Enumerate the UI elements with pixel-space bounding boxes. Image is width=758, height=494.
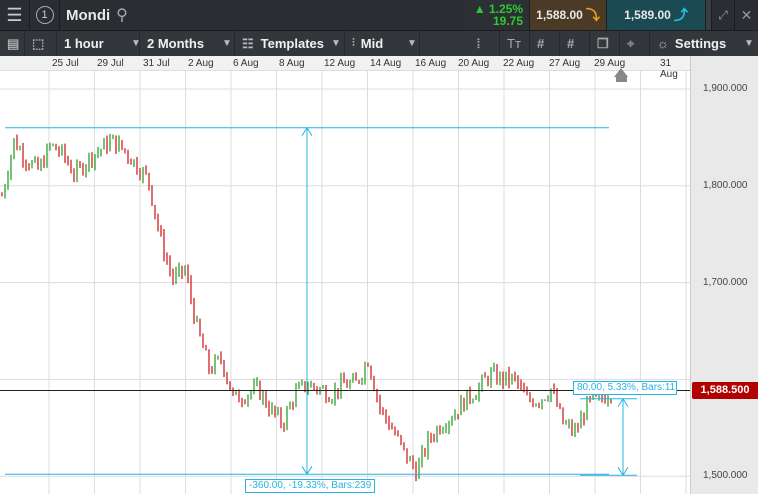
grid-button[interactable]: # (530, 31, 560, 56)
selection-button[interactable]: ⬚ (25, 31, 57, 56)
range-dropdown[interactable]: 2 Months ▼ (140, 31, 235, 56)
arrow-head-icon (301, 126, 313, 136)
range-label: 2 Months (147, 36, 205, 51)
crosshair-icon: ⌖ (627, 35, 635, 51)
price-chart[interactable] (0, 71, 690, 494)
circle-number-icon: 1 (35, 6, 54, 24)
y-tick-label: 1,800.000 (703, 180, 748, 191)
hamburger-icon: ☰ (6, 4, 23, 25)
templates-label: Templates (260, 36, 324, 51)
date-axis: 25 Jul 29 Jul 31 Jul 2 Aug 6 Aug 8 Aug 1… (0, 56, 690, 80)
chevron-down-icon: ▼ (331, 38, 341, 49)
x-tick-label: 29 Jul (97, 58, 124, 69)
x-tick-label: 31 Aug (660, 58, 678, 80)
chevron-down-icon: ▼ (407, 38, 417, 49)
buy-button[interactable]: 1,589.00 ⤴ (607, 0, 706, 30)
crosshair-button[interactable]: ⌖ (620, 31, 650, 56)
x-tick-label: 12 Aug (324, 58, 356, 69)
sliders-icon: ☷ (242, 35, 254, 51)
gear-icon: ☼ (657, 36, 669, 51)
scroll-handle[interactable] (614, 68, 628, 77)
x-tick-label: 8 Aug (279, 58, 305, 69)
depth-indicator (706, 0, 712, 30)
pencil-grid-icon: # (567, 36, 575, 51)
templates-dropdown[interactable]: ☷ Templates ▼ (235, 31, 345, 56)
arrow-up-icon: ⤴ (673, 7, 688, 23)
y-tick-label: 1,900.000 (703, 83, 748, 94)
chevron-down-icon: ▼ (131, 38, 141, 49)
chart-toolbar: ▤ ⬚ 1 hour ▼ 2 Months ▼ ☷ Templates ▼ ⫶ Mid ▼ … (0, 30, 758, 56)
price-type-label: Mid (360, 36, 384, 51)
arrow-head-icon (301, 465, 313, 476)
ruler-icon: ⦙ (477, 35, 480, 51)
search-icon[interactable]: ⚲ (116, 7, 128, 24)
text-button[interactable]: Tт (500, 31, 530, 56)
sell-price: 1,588.00 (536, 8, 583, 22)
sell-button[interactable]: 1,588.00 ⤵ (530, 0, 607, 30)
settings-dropdown[interactable]: ☼ Settings ▼ (650, 31, 758, 56)
scroll-handle-base[interactable] (616, 77, 627, 82)
selection-icon: ⬚ (32, 35, 45, 51)
grid-icon: # (537, 36, 545, 51)
x-tick-label: 31 Jul (143, 58, 170, 69)
x-tick-label: 29 Aug (594, 58, 626, 69)
list-button[interactable]: ▤ (0, 31, 25, 56)
chevron-down-icon: ▼ (744, 38, 754, 49)
x-tick-label: 25 Jul (52, 58, 79, 69)
x-tick-label: 22 Aug (503, 58, 535, 69)
text-size-icon: Tт (507, 36, 521, 51)
measurement-label[interactable]: -360.00, -19.33%, Bars:239 (245, 479, 376, 493)
interval-dropdown[interactable]: 1 hour ▼ (57, 31, 141, 56)
layers-button[interactable]: ❐ (590, 31, 620, 56)
settings-label: Settings (674, 36, 727, 51)
indicators-button[interactable]: ⦙ (470, 31, 500, 56)
list-icon: ▤ (7, 35, 20, 51)
x-tick-label: 2 Aug (188, 58, 214, 69)
close-button[interactable]: ✕ (735, 0, 758, 30)
instrument-title: Mondi (66, 6, 111, 24)
draw-grid-button[interactable]: # (560, 31, 590, 56)
buy-price: 1,589.00 (624, 8, 671, 22)
x-tick-label: 16 Aug (415, 58, 447, 69)
arrow-head-icon (617, 397, 629, 408)
x-tick-label: 20 Aug (458, 58, 490, 69)
layers-icon: ❐ (597, 35, 609, 51)
price-axis[interactable]: 1,900.000 1,800.000 1,700.000 1,500.000 (690, 56, 758, 494)
x-tick-label: 27 Aug (549, 58, 581, 69)
y-tick-label: 1,700.000 (703, 277, 748, 288)
chevron-down-icon: ▼ (222, 38, 232, 49)
x-tick-label: 6 Aug (233, 58, 259, 69)
change-value: 19.75 (492, 14, 523, 28)
arrow-down-icon: ⤵ (585, 7, 600, 23)
y-tick-label: 1,500.000 (703, 470, 748, 481)
measurement-label[interactable]: 80.00, 5.33%, Bars:11 (573, 381, 677, 395)
arrow-head-icon (617, 466, 629, 477)
top-bar: ☰ 1 Mondi ⚲ ▲ 1.25% 19.75 1,588.00 ⤵ 1,58… (0, 0, 758, 30)
x-tick-label: 14 Aug (370, 58, 402, 69)
expand-button[interactable]: ⤢ (712, 0, 735, 30)
instrument-number-button[interactable]: 1 (30, 0, 60, 30)
price-type-dropdown[interactable]: ⫶ Mid ▼ (345, 31, 420, 56)
change-percent: ▲ 1.25% (473, 2, 523, 16)
current-price-tag: 1,588.500 (692, 382, 758, 399)
menu-button[interactable]: ☰ (0, 0, 30, 30)
interval-label: 1 hour (64, 36, 104, 51)
close-icon: ✕ (740, 6, 753, 23)
change-box: ▲ 1.25% 19.75 (465, 0, 530, 30)
candles-icon: ⫶ (352, 37, 355, 49)
expand-icon: ⤢ (718, 7, 728, 22)
